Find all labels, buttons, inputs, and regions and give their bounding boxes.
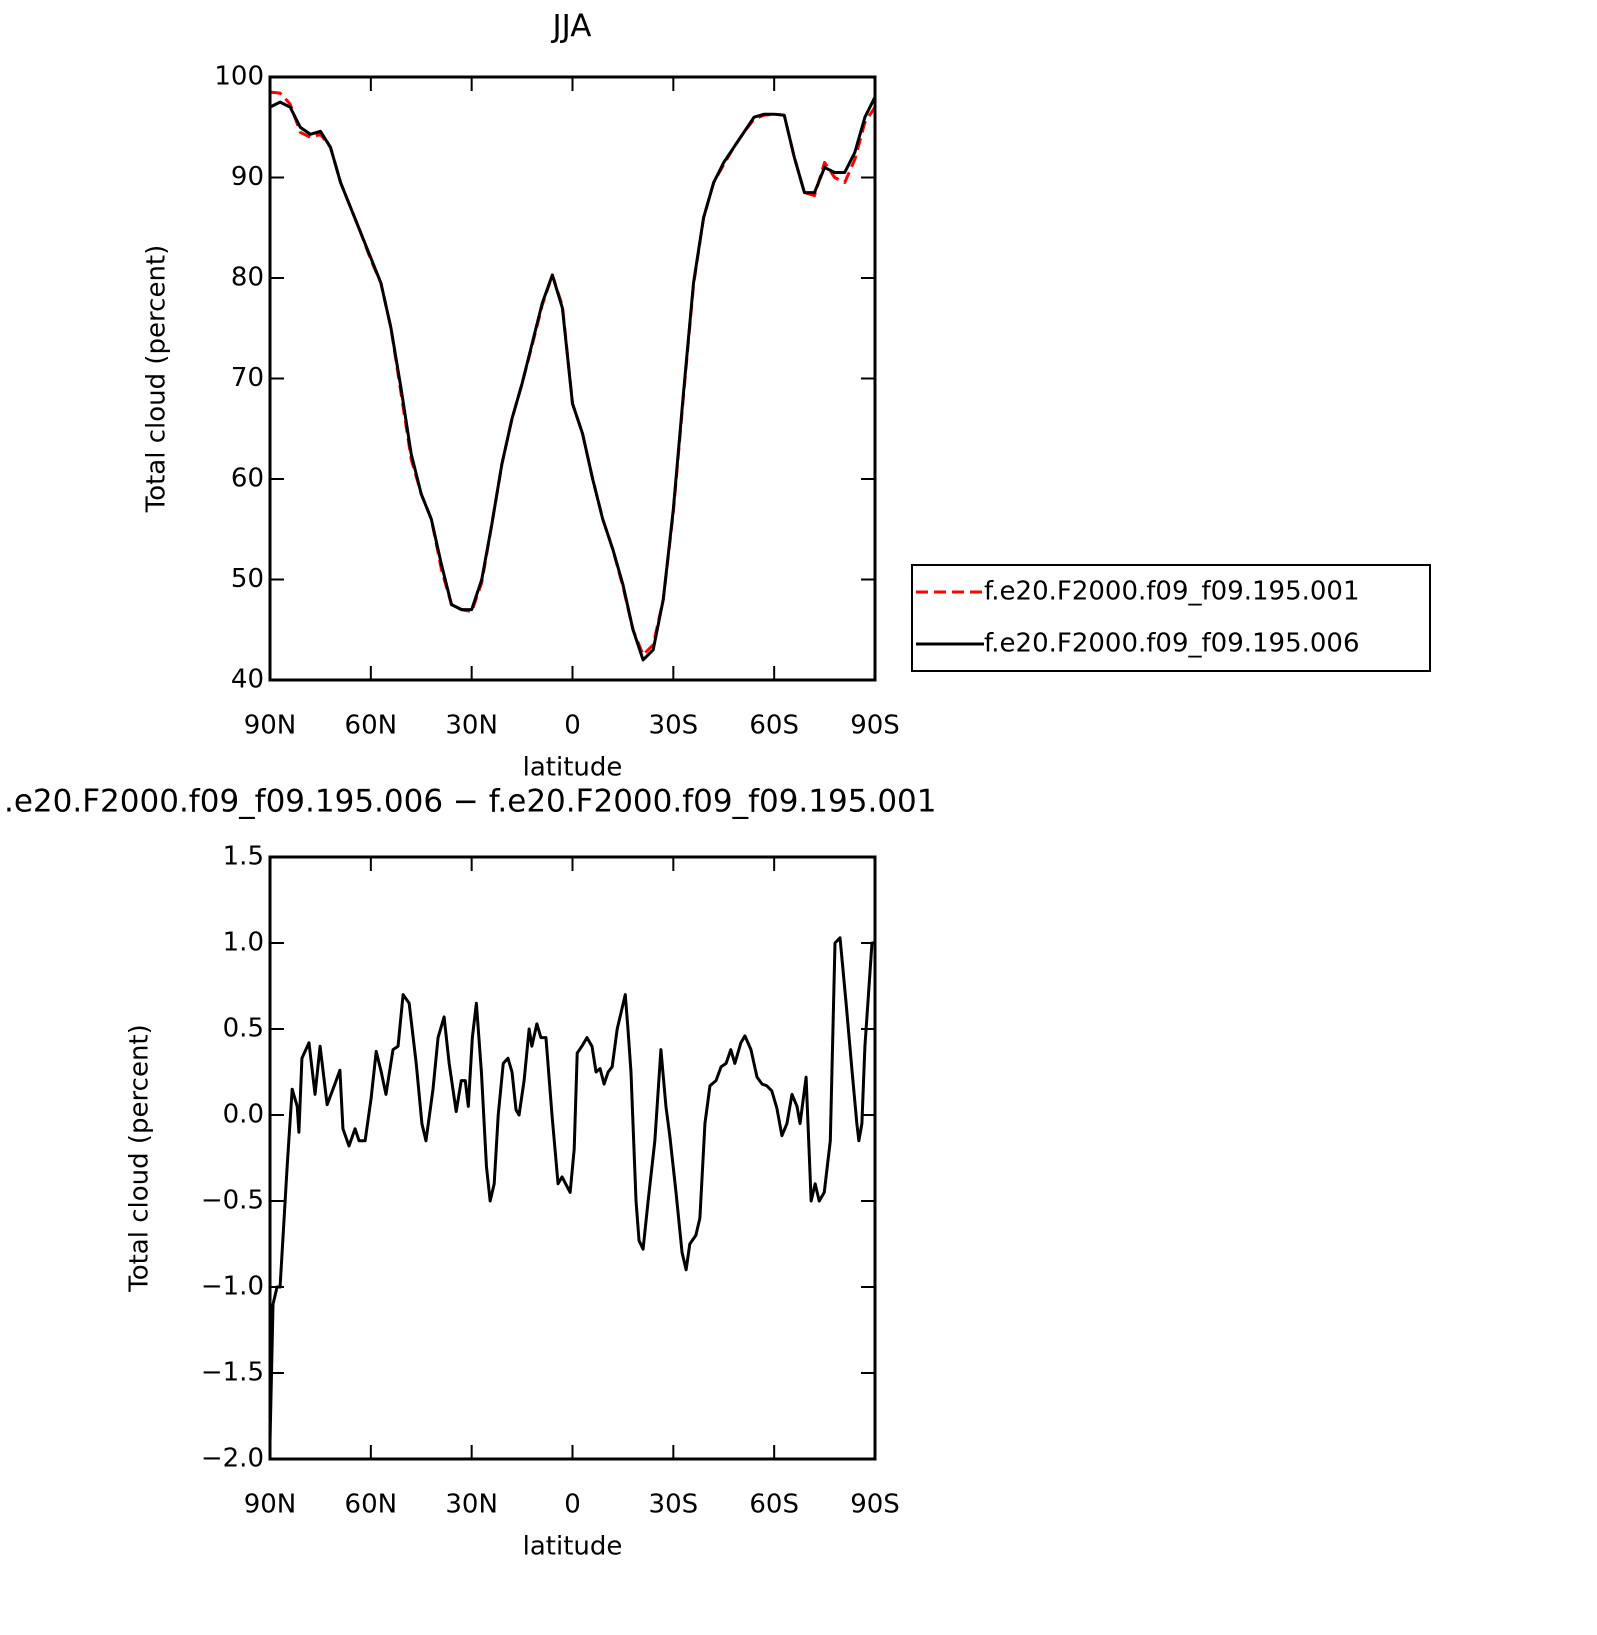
x-tick-label: 30N xyxy=(445,1490,498,1520)
y-tick-label: 50 xyxy=(231,564,264,594)
x-tick-label: 90S xyxy=(850,1490,900,1520)
x-tick-label: 30S xyxy=(649,1490,699,1520)
legend-box xyxy=(911,564,1431,672)
y-tick-label: 1.0 xyxy=(223,928,264,958)
y-tick-label: 90 xyxy=(231,162,264,192)
y-tick-label: −2.0 xyxy=(201,1444,264,1474)
y-tick-label: 40 xyxy=(231,665,264,695)
x-axis-label: latitude xyxy=(523,753,623,783)
x-tick-label: 0 xyxy=(564,1490,581,1520)
y-tick-label: 60 xyxy=(231,464,264,494)
y-tick-label: −1.0 xyxy=(201,1272,264,1302)
x-tick-label: 60N xyxy=(345,1490,398,1520)
legend-label: f.e20.F2000.f09_f09.195.006 xyxy=(984,629,1360,659)
y-tick-label: −0.5 xyxy=(201,1186,264,1216)
y-tick-label: 100 xyxy=(214,62,264,92)
y-tick-label: 70 xyxy=(231,363,264,393)
series-line xyxy=(269,96,877,662)
x-tick-label: 90N xyxy=(244,1490,297,1520)
x-tick-label: 60S xyxy=(749,711,799,741)
x-tick-label: 30N xyxy=(445,711,498,741)
y-tick-label: −1.5 xyxy=(201,1358,264,1388)
x-tick-label: 60S xyxy=(749,1490,799,1520)
x-tick-label: 90S xyxy=(850,711,900,741)
series-line xyxy=(269,90,877,657)
x-tick-label: 30S xyxy=(649,711,699,741)
y-axis-label: Total cloud (percent) xyxy=(125,1024,155,1293)
y-tick-label: 1.5 xyxy=(223,842,264,872)
chart-title: .e20.F2000.f09_f09.195.006 − f.e20.F2000… xyxy=(4,784,936,820)
legend-label: f.e20.F2000.f09_f09.195.001 xyxy=(984,577,1360,607)
x-tick-label: 0 xyxy=(564,711,581,741)
x-tick-label: 60N xyxy=(345,711,398,741)
y-tick-label: 0.5 xyxy=(223,1014,264,1044)
x-tick-label: 90N xyxy=(244,711,297,741)
chart-title: JJA xyxy=(551,9,592,45)
plot-frame xyxy=(268,75,877,682)
plot-frame xyxy=(268,855,877,1461)
y-axis-label: Total cloud (percent) xyxy=(142,245,172,514)
y-tick-label: 0.0 xyxy=(223,1100,264,1130)
series-line xyxy=(268,936,875,1442)
x-axis-label: latitude xyxy=(523,1532,623,1562)
y-tick-label: 80 xyxy=(231,263,264,293)
